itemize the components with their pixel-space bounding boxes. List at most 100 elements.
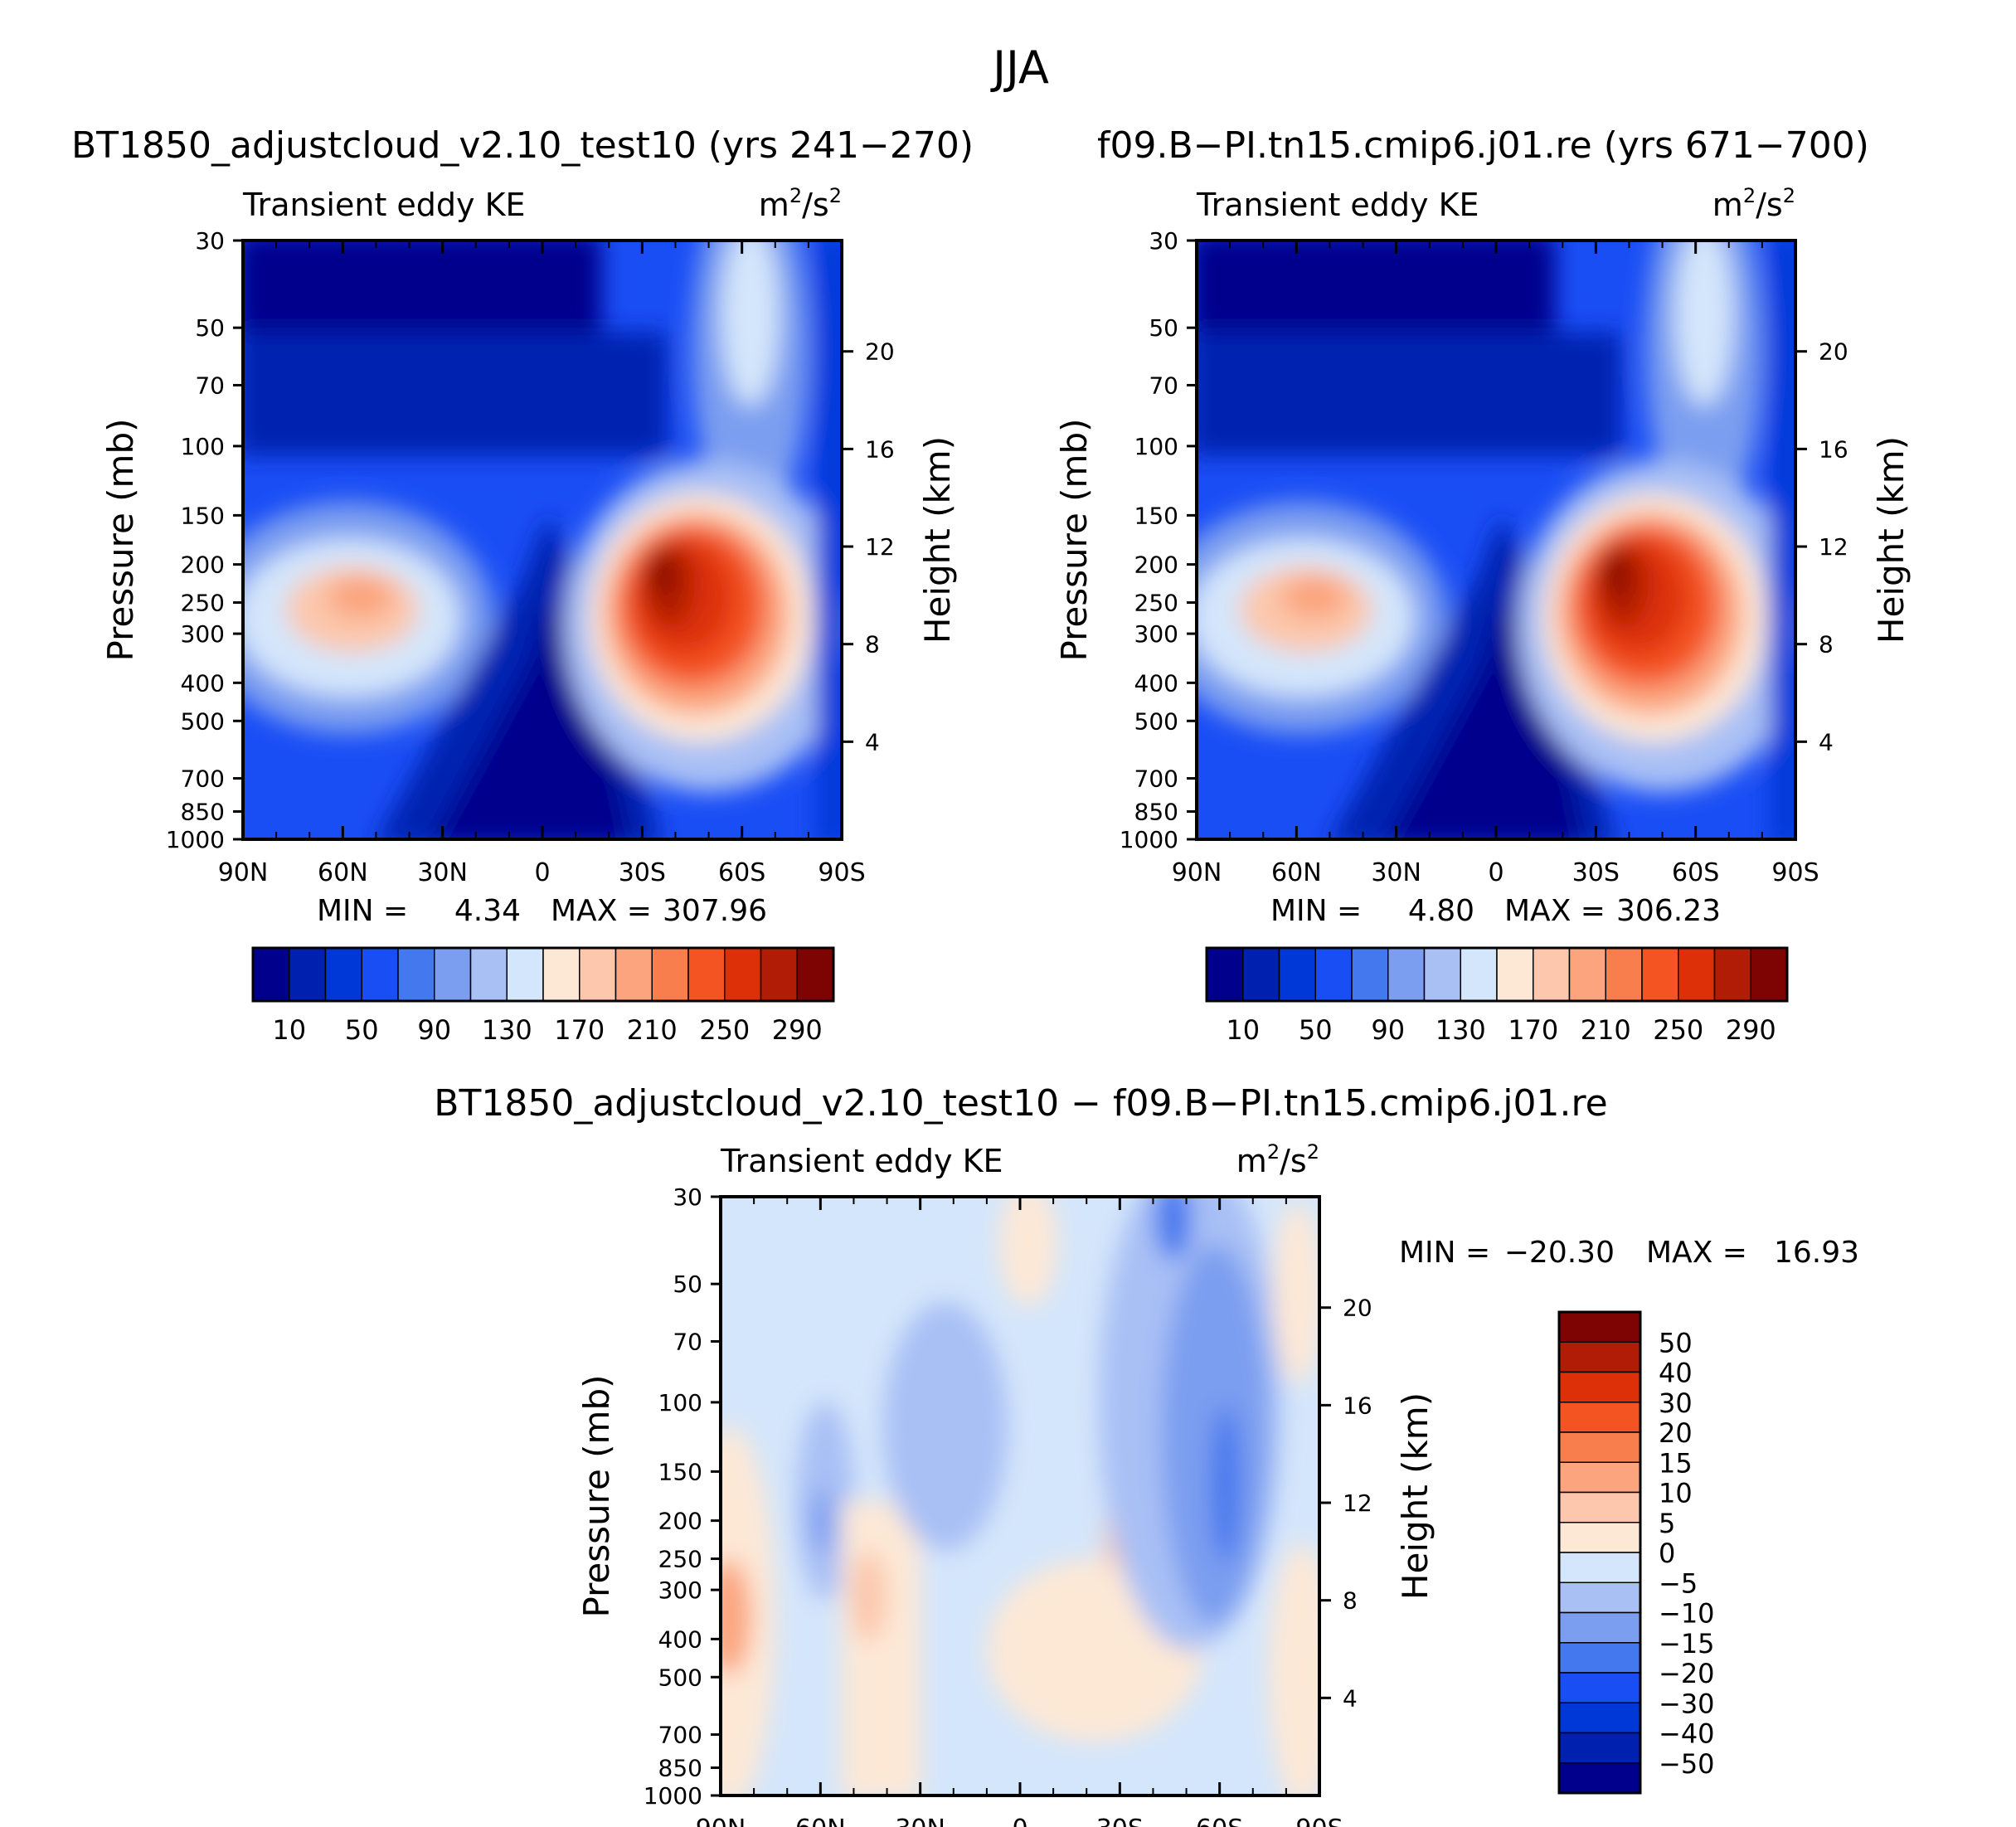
colorbar-label: 170 (554, 1014, 605, 1046)
colorbar-box (1605, 947, 1643, 1002)
height-tick-label: 12 (1343, 1489, 1372, 1517)
panel-a-min-label: MIN = (317, 894, 408, 928)
panel-b-pole-edge (1771, 241, 1795, 839)
panel-c-sh-neg-core (1211, 1406, 1241, 1563)
panel-a-min-value: 4.34 (454, 894, 521, 928)
height-tick-label: 12 (865, 533, 895, 561)
colorbar-label: −5 (1659, 1567, 1698, 1599)
colorbar-box (579, 947, 617, 1002)
colorbar-label: −10 (1659, 1598, 1715, 1630)
x-tick-label: 90N (1172, 858, 1222, 887)
colorbar-box (724, 947, 762, 1002)
colorbar-box (1641, 947, 1679, 1002)
panel-b-subtitle: Transient eddy KE (1196, 187, 1479, 223)
y-tick-label: 150 (181, 502, 225, 529)
panel-c-min-label: MIN = (1399, 1236, 1490, 1270)
y-tick-label: 300 (1134, 620, 1178, 648)
colorbar-label: 250 (1653, 1014, 1703, 1046)
height-tick-label: 8 (1819, 631, 1834, 658)
colorbar-box (1558, 1552, 1641, 1583)
panel-a-max-label: MAX = (551, 894, 652, 928)
panel-a-nh-jet-peak (328, 576, 394, 619)
colorbar-box (1678, 947, 1716, 1002)
y-tick-label: 500 (1134, 707, 1178, 735)
panel-b-field (1197, 241, 1795, 839)
panel-a-title: BT1850_adjustcloud_v2.10_test10 (yrs 241… (71, 124, 974, 167)
colorbar-frame (1557, 1310, 1642, 1795)
y-tick-label: 200 (181, 552, 225, 579)
colorbar-box (651, 947, 689, 1002)
colorbar-box (1460, 947, 1498, 1002)
panel-a-axes: 90N 60N 30N 0 30S 60S 90S 30 50 70 100 150 200 250 300… (166, 227, 895, 887)
height-tick-label: 20 (1343, 1295, 1372, 1322)
panel-a-max-value: 307.96 (663, 894, 767, 928)
y-tick-label: 250 (181, 590, 225, 617)
panel-c-max-label: MAX = (1646, 1236, 1747, 1270)
y-tick-label: 850 (181, 799, 225, 826)
x-tick-label: 60N (318, 858, 368, 887)
panel-b-max-label: MAX = (1504, 894, 1606, 928)
colorbar-box (1750, 947, 1788, 1002)
x-tick-label: 0 (534, 858, 550, 887)
colorbar-box (324, 947, 362, 1002)
colorbar-label: 250 (699, 1014, 750, 1046)
colorbar-box (289, 947, 327, 1002)
colorbar-box (1558, 1311, 1641, 1343)
colorbar-box (1558, 1491, 1641, 1523)
colorbar-label: 10 (272, 1014, 306, 1046)
colorbar-box (1387, 947, 1426, 1002)
panel-c-max-value: 16.93 (1774, 1236, 1859, 1270)
colorbar-label: 15 (1659, 1447, 1693, 1479)
y-tick-label: 1000 (166, 826, 225, 853)
y-tick-label: 100 (181, 433, 225, 460)
colorbar-box (361, 947, 399, 1002)
colorbar-label: 130 (482, 1014, 532, 1046)
figure-title: JJA (990, 41, 1049, 94)
y-tick-label: 850 (658, 1755, 702, 1782)
x-tick-label: 30N (417, 858, 468, 887)
colorbar-label: 90 (417, 1014, 451, 1046)
x-tick-label: 90N (218, 858, 269, 887)
colorbar-box (1278, 947, 1316, 1002)
x-tick-label: 90S (1771, 858, 1819, 887)
panel-b-colorbar: 10 50 90 130 170 210 250 290 (1205, 946, 1789, 1046)
panel-c-title: BT1850_adjustcloud_v2.10_test10 − f09.B−… (434, 1082, 1607, 1125)
y-tick-label: 30 (673, 1183, 702, 1211)
colorbar-box (1558, 1522, 1641, 1553)
colorbar-label: 210 (627, 1014, 678, 1046)
y-tick-label: 400 (181, 669, 225, 697)
colorbar-box (252, 947, 290, 1002)
panel-a-subtitle: Transient eddy KE (242, 187, 526, 223)
x-tick-label: 90S (1295, 1815, 1343, 1827)
panel-b-ylabel-right: Height (km) (1871, 436, 1912, 644)
height-tick-label: 12 (1819, 533, 1848, 561)
panel-c-strat-pos (999, 1197, 1057, 1306)
colorbar-box (1206, 947, 1244, 1002)
colorbar-label: 10 (1226, 1014, 1260, 1046)
colorbar-label: 0 (1659, 1538, 1675, 1569)
colorbar-box (434, 947, 472, 1002)
colorbar-box (1351, 947, 1389, 1002)
colorbar-box (1558, 1762, 1641, 1794)
colorbar-label: 210 (1581, 1014, 1631, 1046)
colorbar-label: 20 (1659, 1417, 1693, 1449)
colorbar-label: 90 (1371, 1014, 1405, 1046)
height-tick-label: 8 (865, 631, 880, 658)
colorbar-box (506, 947, 544, 1002)
x-tick-label: 30S (619, 858, 666, 887)
panel-a: BT1850_adjustcloud_v2.10_test10 (yrs 241… (71, 124, 974, 1046)
panel-a-strat-mid (243, 332, 668, 456)
panel-b-title: f09.B−PI.tn15.cmip6.j01.re (yrs 671−700) (1097, 124, 1869, 167)
colorbar-box (1713, 947, 1751, 1002)
colorbar-label: 50 (345, 1014, 379, 1046)
panel-b: f09.B−PI.tn15.cmip6.j01.re (yrs 671−700)… (1054, 124, 1912, 1046)
height-tick-label: 16 (1819, 435, 1848, 463)
x-tick-label: 30N (895, 1815, 945, 1827)
colorbar-label: −40 (1659, 1718, 1715, 1750)
colorbar-box (1242, 947, 1280, 1002)
panel-a-sh-plume-inner (721, 241, 780, 406)
height-tick-label: 20 (1819, 338, 1848, 366)
y-tick-label: 50 (673, 1271, 702, 1298)
colorbar-box (469, 947, 508, 1002)
